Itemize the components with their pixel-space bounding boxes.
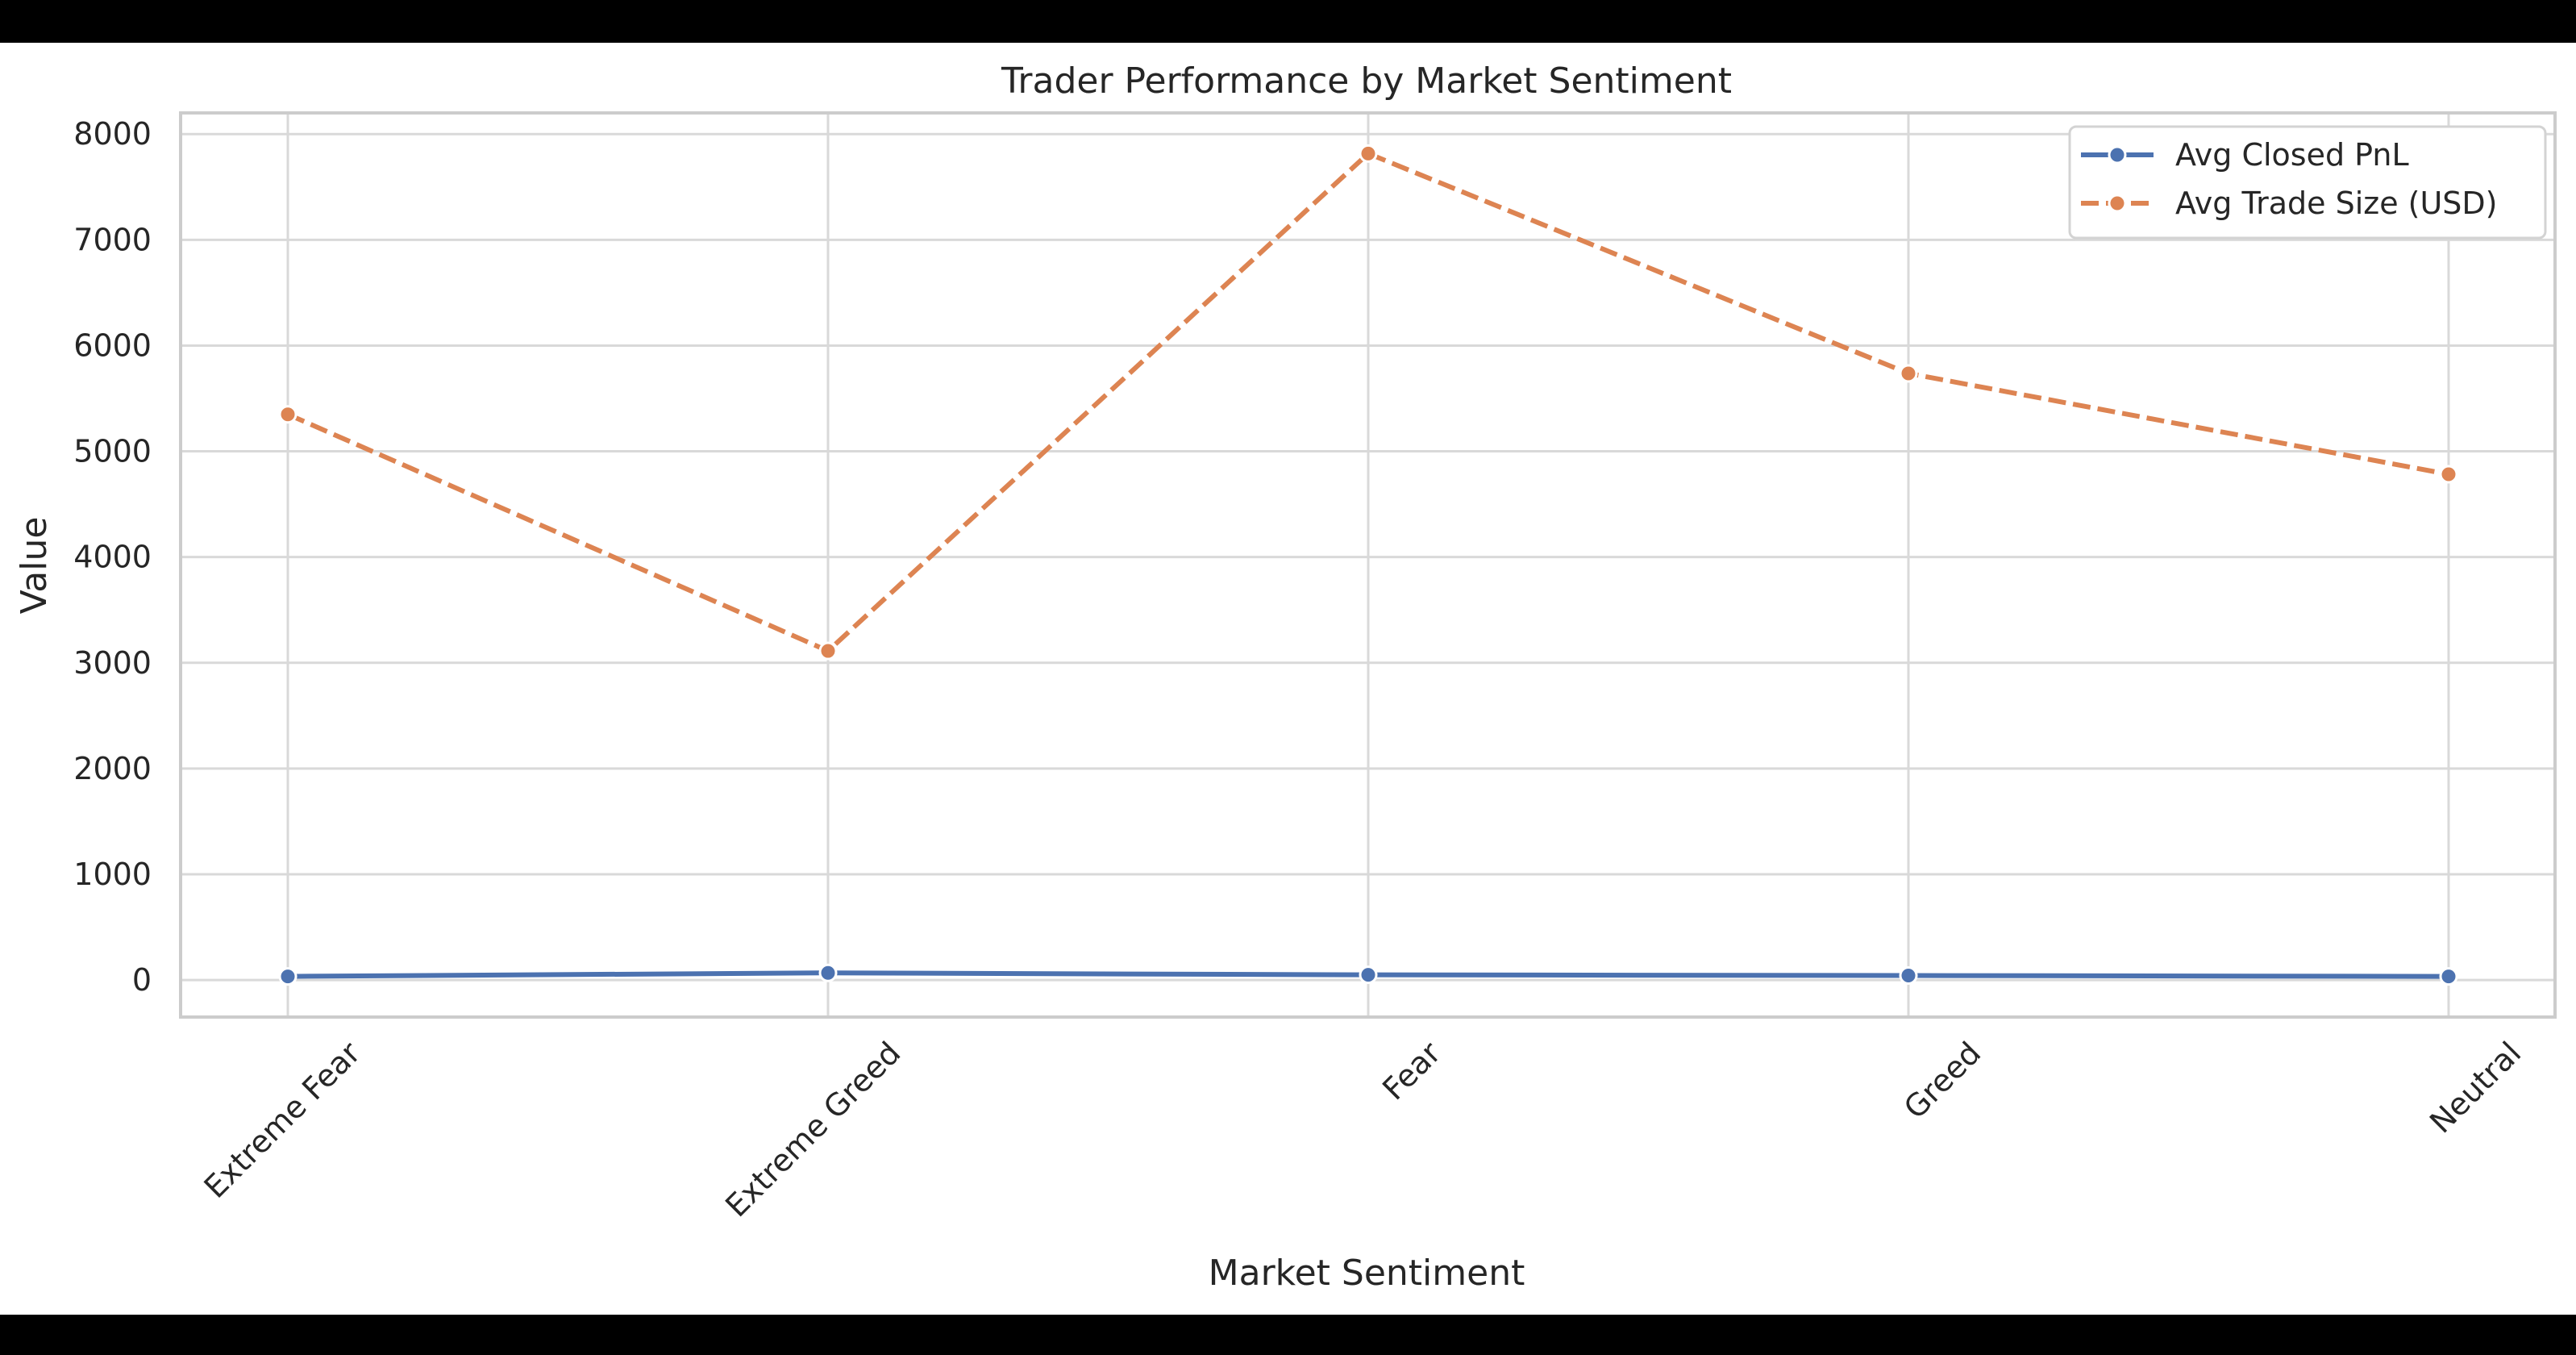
x-tick-label: Extreme Fear bbox=[198, 1035, 368, 1205]
y-tick-label: 5000 bbox=[73, 434, 152, 469]
series-point bbox=[818, 641, 838, 661]
series-line bbox=[286, 151, 2449, 654]
grid bbox=[181, 113, 2555, 1017]
x-tick-label: Extreme Greed bbox=[718, 1035, 907, 1224]
x-axis-title: Market Sentiment bbox=[1209, 1253, 1525, 1294]
series-point bbox=[2439, 967, 2458, 986]
y-tick-label: 6000 bbox=[73, 327, 152, 363]
plot-frame bbox=[179, 111, 2557, 1019]
chart-figure: Trader Performance by Market Sentiment 0… bbox=[0, 43, 2576, 1315]
legend-box bbox=[2068, 125, 2547, 240]
y-tick-label: 7000 bbox=[73, 222, 152, 257]
y-tick-label: 4000 bbox=[73, 540, 152, 575]
legend-swatch-marker bbox=[2108, 194, 2127, 213]
y-tick-label: 3000 bbox=[73, 645, 152, 681]
series-point bbox=[1899, 364, 1918, 383]
series-point bbox=[1359, 965, 1378, 985]
x-tick-label: Neutral bbox=[2423, 1035, 2528, 1140]
chart-legend: Avg Closed PnL Avg Trade Size (USD) bbox=[2068, 125, 2547, 240]
y-tick-label: 0 bbox=[132, 962, 152, 998]
series-point bbox=[1899, 966, 1918, 986]
y-tick-label: 1000 bbox=[73, 857, 152, 892]
series-point bbox=[278, 405, 298, 424]
legend-label: Avg Closed PnL bbox=[2175, 137, 2409, 173]
y-tick-label: 8000 bbox=[73, 116, 152, 152]
series-point bbox=[2439, 465, 2458, 484]
legend-swatch-marker bbox=[2108, 145, 2127, 165]
series-point bbox=[1359, 144, 1378, 163]
y-tick-label: 2000 bbox=[73, 751, 152, 786]
chart-title: Trader Performance by Market Sentiment bbox=[1001, 60, 1732, 102]
series-point bbox=[818, 963, 838, 982]
line-chart: Trader Performance by Market Sentiment 0… bbox=[14, 60, 2557, 1294]
series-group bbox=[278, 144, 2458, 986]
legend-label: Avg Trade Size (USD) bbox=[2175, 186, 2498, 221]
x-tick-label: Greed bbox=[1897, 1035, 1988, 1126]
y-axis-title: Value bbox=[14, 517, 55, 615]
y-axis: 0 1000 2000 3000 4000 5000 6000 7000 8000 bbox=[73, 116, 152, 998]
x-tick-label: Fear bbox=[1375, 1035, 1447, 1107]
series-point bbox=[278, 967, 298, 986]
x-axis: Extreme Fear Extreme Greed Fear Greed Neutra… bbox=[198, 1035, 2528, 1224]
